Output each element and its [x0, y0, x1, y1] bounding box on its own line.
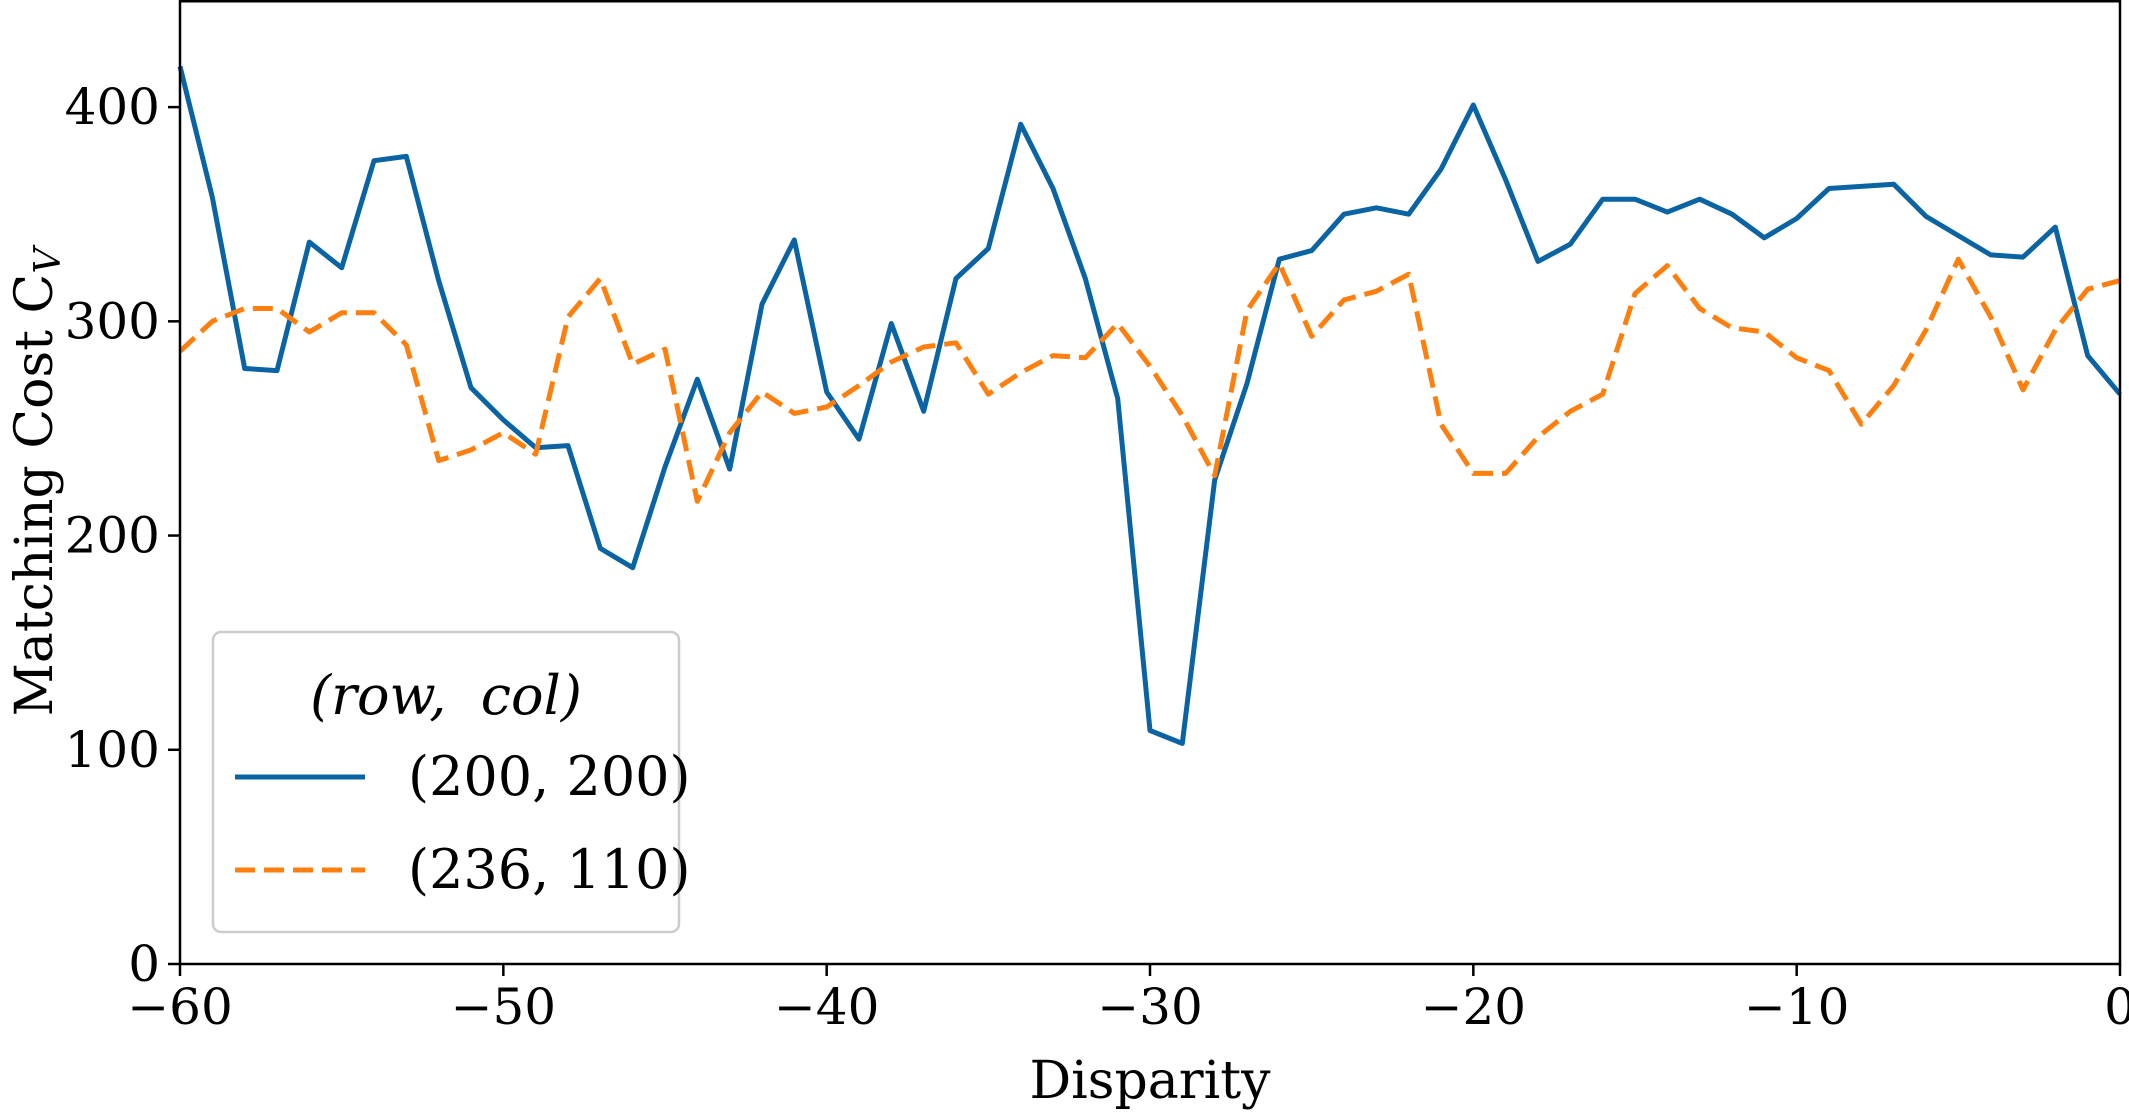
series-line-2	[178, 256, 2121, 504]
legend-entries: (200, 200) (236, 110)	[235, 745, 691, 901]
x-tick-label: −30	[1097, 978, 1203, 1036]
y-axis-label-main: Matching Cost C	[5, 274, 65, 717]
x-tick-label: −50	[451, 978, 557, 1036]
y-tick-label: 200	[65, 507, 160, 565]
legend-title: (row, col)	[310, 664, 582, 727]
x-axis-label: Disparity	[1029, 1051, 1271, 1111]
y-tick-label: 100	[65, 721, 160, 779]
y-tick-label: 300	[65, 292, 160, 350]
series-line-1	[177, 65, 2122, 746]
x-tick-label: −40	[774, 978, 880, 1036]
y-tick-label: 0	[128, 935, 160, 993]
legend-box	[211, 630, 681, 934]
y-axis-label: Matching Cost CV	[5, 244, 69, 717]
x-tick-label: −60	[127, 978, 233, 1036]
series-layer	[177, 65, 2122, 746]
legend: (row, col) (200, 200) (236, 110)	[211, 630, 691, 934]
x-axis-ticks: −60 −50 −40 −30 −20 −10 0	[127, 964, 2129, 1036]
x-tick-label: −10	[1744, 978, 1850, 1036]
y-axis-ticks: 0 100 200 300 400	[65, 78, 180, 993]
x-tick-label: 0	[2104, 978, 2129, 1036]
legend-label-2: (236, 110)	[408, 838, 691, 901]
legend-label-1: (200, 200)	[408, 745, 691, 808]
y-tick-label: 400	[65, 78, 160, 136]
x-tick-label: −20	[1421, 978, 1527, 1036]
y-axis-label-subscript: V	[28, 244, 69, 274]
